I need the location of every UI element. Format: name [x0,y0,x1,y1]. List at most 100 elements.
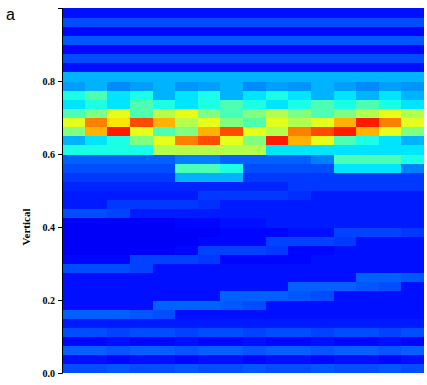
heat-cell [62,291,85,301]
heat-cell [356,99,379,109]
heat-cell [334,309,357,319]
heat-cell [266,291,289,301]
heat-cell [130,355,153,365]
heat-cell [130,81,153,91]
heat-cell [153,209,176,219]
heat-cell [153,200,176,210]
heat-cell [107,45,130,55]
heat-cell [243,318,266,328]
heat-cell [62,26,85,36]
heat-cell [198,127,221,137]
heat-cell [130,172,153,182]
heat-cell [379,200,402,210]
heat-cell [130,318,153,328]
heat-cell [220,191,243,201]
heat-cell [153,26,176,36]
heat-cell [107,218,130,228]
heat-cell [401,63,424,73]
heat-cell [175,218,198,228]
heat-cell [175,154,198,164]
heat-cell [153,355,176,365]
heat-cell [288,17,311,27]
heat-cell [153,8,176,18]
heat-cell [130,327,153,337]
heat-cell [107,346,130,356]
heat-cell [243,63,266,73]
heat-cell [85,127,108,137]
heat-cell [243,227,266,237]
heat-cell [107,337,130,347]
chart: 0.00.20.40.60.8Verticala [0,0,427,385]
heat-cell [220,108,243,118]
heat-cell [198,327,221,337]
heat-cell [198,227,221,237]
heat-cell [175,63,198,73]
heat-cell [401,108,424,118]
heat-cell [62,154,85,164]
heat-cell [401,254,424,264]
heat-cell [175,209,198,219]
heat-cell [62,145,85,155]
heat-cell [401,118,424,128]
heat-cell [243,245,266,255]
heat-cell [379,45,402,55]
heat-cell [311,264,334,274]
heat-cell [220,145,243,155]
heat-cell [311,172,334,182]
heat-cell [62,300,85,310]
heat-cell [130,35,153,45]
heat-cell [334,291,357,301]
heat-cell [153,72,176,82]
heat-cell [85,99,108,109]
heat-cell [62,355,85,365]
heat-cell [198,72,221,82]
heat-cell [266,209,289,219]
heat-cell [198,254,221,264]
heat-cell [288,291,311,301]
heat-cell [220,254,243,264]
heat-cell [62,8,85,18]
heat-cell [243,172,266,182]
heat-cell [198,364,221,373]
heat-cell [153,245,176,255]
heat-cell [175,17,198,27]
heat-cell [288,145,311,155]
heat-cell [198,45,221,55]
heat-cell [243,200,266,210]
heat-cell [198,108,221,118]
heat-cell [379,300,402,310]
heat-cell [266,26,289,36]
heat-cell [175,327,198,337]
heat-cell [356,209,379,219]
heat-cell [130,191,153,201]
heat-cell [220,245,243,255]
heat-cell [175,163,198,173]
heat-cell [243,209,266,219]
heat-cell [220,218,243,228]
heat-cell [175,309,198,319]
heat-cell [379,355,402,365]
heat-cell [356,163,379,173]
heat-cell [334,227,357,237]
heat-cell [175,200,198,210]
heat-cell [266,35,289,45]
heat-cell [153,181,176,191]
heat-cell [334,191,357,201]
heat-cell [85,254,108,264]
heat-cell [198,8,221,18]
heat-cell [107,99,130,109]
heat-cell [220,346,243,356]
heat-cell [379,127,402,137]
heat-cell [220,227,243,237]
heat-cell [62,181,85,191]
heat-cell [85,90,108,100]
heat-cell [356,17,379,27]
heat-cell [107,136,130,146]
heat-cell [356,273,379,283]
heat-cell [85,191,108,201]
heat-cell [334,45,357,55]
heat-cell [379,81,402,91]
heat-cell [107,200,130,210]
heat-cell [311,145,334,155]
heat-cell [62,282,85,292]
